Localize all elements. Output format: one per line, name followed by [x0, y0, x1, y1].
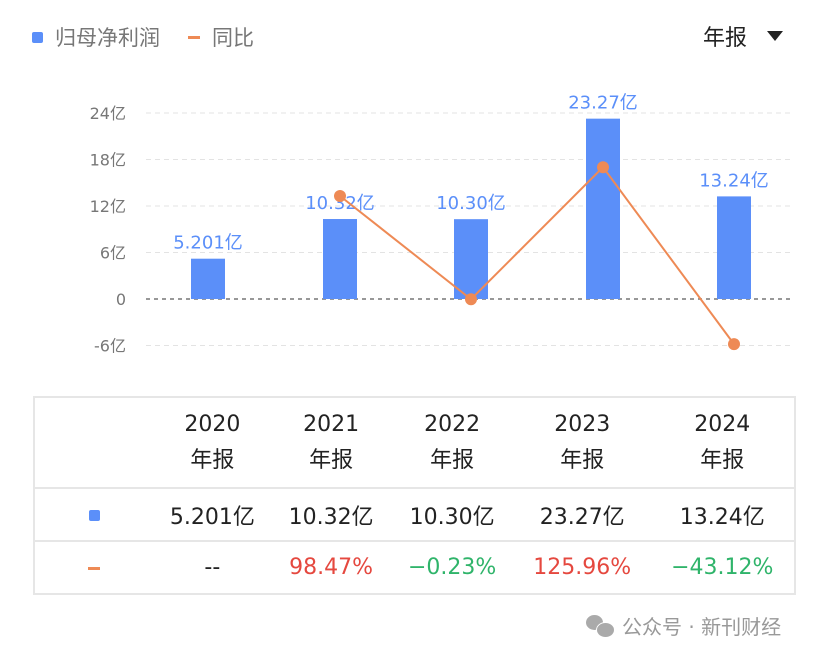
year-cell: 2020 年报	[184, 411, 241, 473]
table-row-yoy: -- 98.47% −0.23% 125.96% −43.12%	[34, 540, 795, 594]
period-dropdown[interactable]: 年报	[703, 20, 784, 52]
y-tick-label: 0	[116, 290, 126, 309]
profit-cell: 10.30亿	[390, 487, 514, 541]
year-cell: 2024 年报	[694, 411, 751, 473]
year-cell: 2021 年报	[303, 411, 360, 473]
caret-down-icon	[767, 31, 784, 41]
table-row-profit: 5.201亿 10.32亿 10.30亿 23.27亿 13.24亿	[34, 487, 795, 541]
wechat-icon	[586, 614, 615, 638]
profit-cell: 10.32亿	[271, 487, 391, 541]
y-tick-label: 24亿	[90, 104, 126, 123]
bar	[454, 219, 488, 299]
profit-cell: 13.24亿	[650, 487, 795, 541]
bar	[717, 196, 751, 299]
legend-bar-label[interactable]: 归母净利润	[55, 26, 160, 50]
bar-data-label: 10.30亿	[436, 193, 506, 214]
profit-cell: 23.27亿	[513, 487, 651, 541]
yoy-point	[334, 189, 346, 202]
bar-data-label: 23.27亿	[568, 93, 638, 114]
table-header-row: 2020 年报 2021 年报 2022 年报 2023 年报 2024 年报	[34, 397, 795, 488]
y-tick-label: 12亿	[90, 197, 126, 216]
bar-data-label: 13.24亿	[699, 170, 769, 191]
watermark: 公众号 · 新刊财经	[586, 611, 781, 640]
legend-line-label[interactable]: 同比	[212, 26, 254, 50]
bar	[323, 219, 357, 299]
y-tick-label: 6亿	[100, 244, 126, 263]
yoy-point	[728, 338, 740, 351]
yoy-point	[597, 161, 609, 174]
year-cell: 2023 年报	[554, 411, 611, 473]
legend-bar-marker	[32, 31, 43, 43]
bar-data-label: 5.201亿	[173, 233, 243, 254]
legend-line-marker	[188, 35, 200, 39]
legend: 归母净利润 同比	[32, 22, 254, 52]
y-tick-label: -6亿	[94, 337, 126, 356]
profit-cell: 5.201亿	[153, 487, 272, 541]
yoy-cell: 98.47%	[271, 540, 391, 594]
data-table: 2020 年报 2021 年报 2022 年报 2023 年报 2024 年报 5.201…	[33, 396, 796, 595]
profit-marker-icon	[88, 510, 100, 521]
y-tick-label: 18亿	[90, 151, 126, 170]
bar	[586, 118, 620, 299]
yoy-marker-icon	[88, 566, 100, 570]
bar	[191, 258, 225, 299]
yoy-cell: 125.96%	[513, 540, 651, 594]
period-label: 年报	[703, 26, 748, 51]
yoy-cell: --	[153, 540, 272, 594]
yoy-cell: −0.23%	[390, 540, 514, 594]
year-cell: 2022 年报	[424, 411, 481, 473]
yoy-point	[465, 293, 477, 306]
yoy-cell: −43.12%	[650, 540, 795, 594]
yoy-line	[339, 165, 735, 345]
